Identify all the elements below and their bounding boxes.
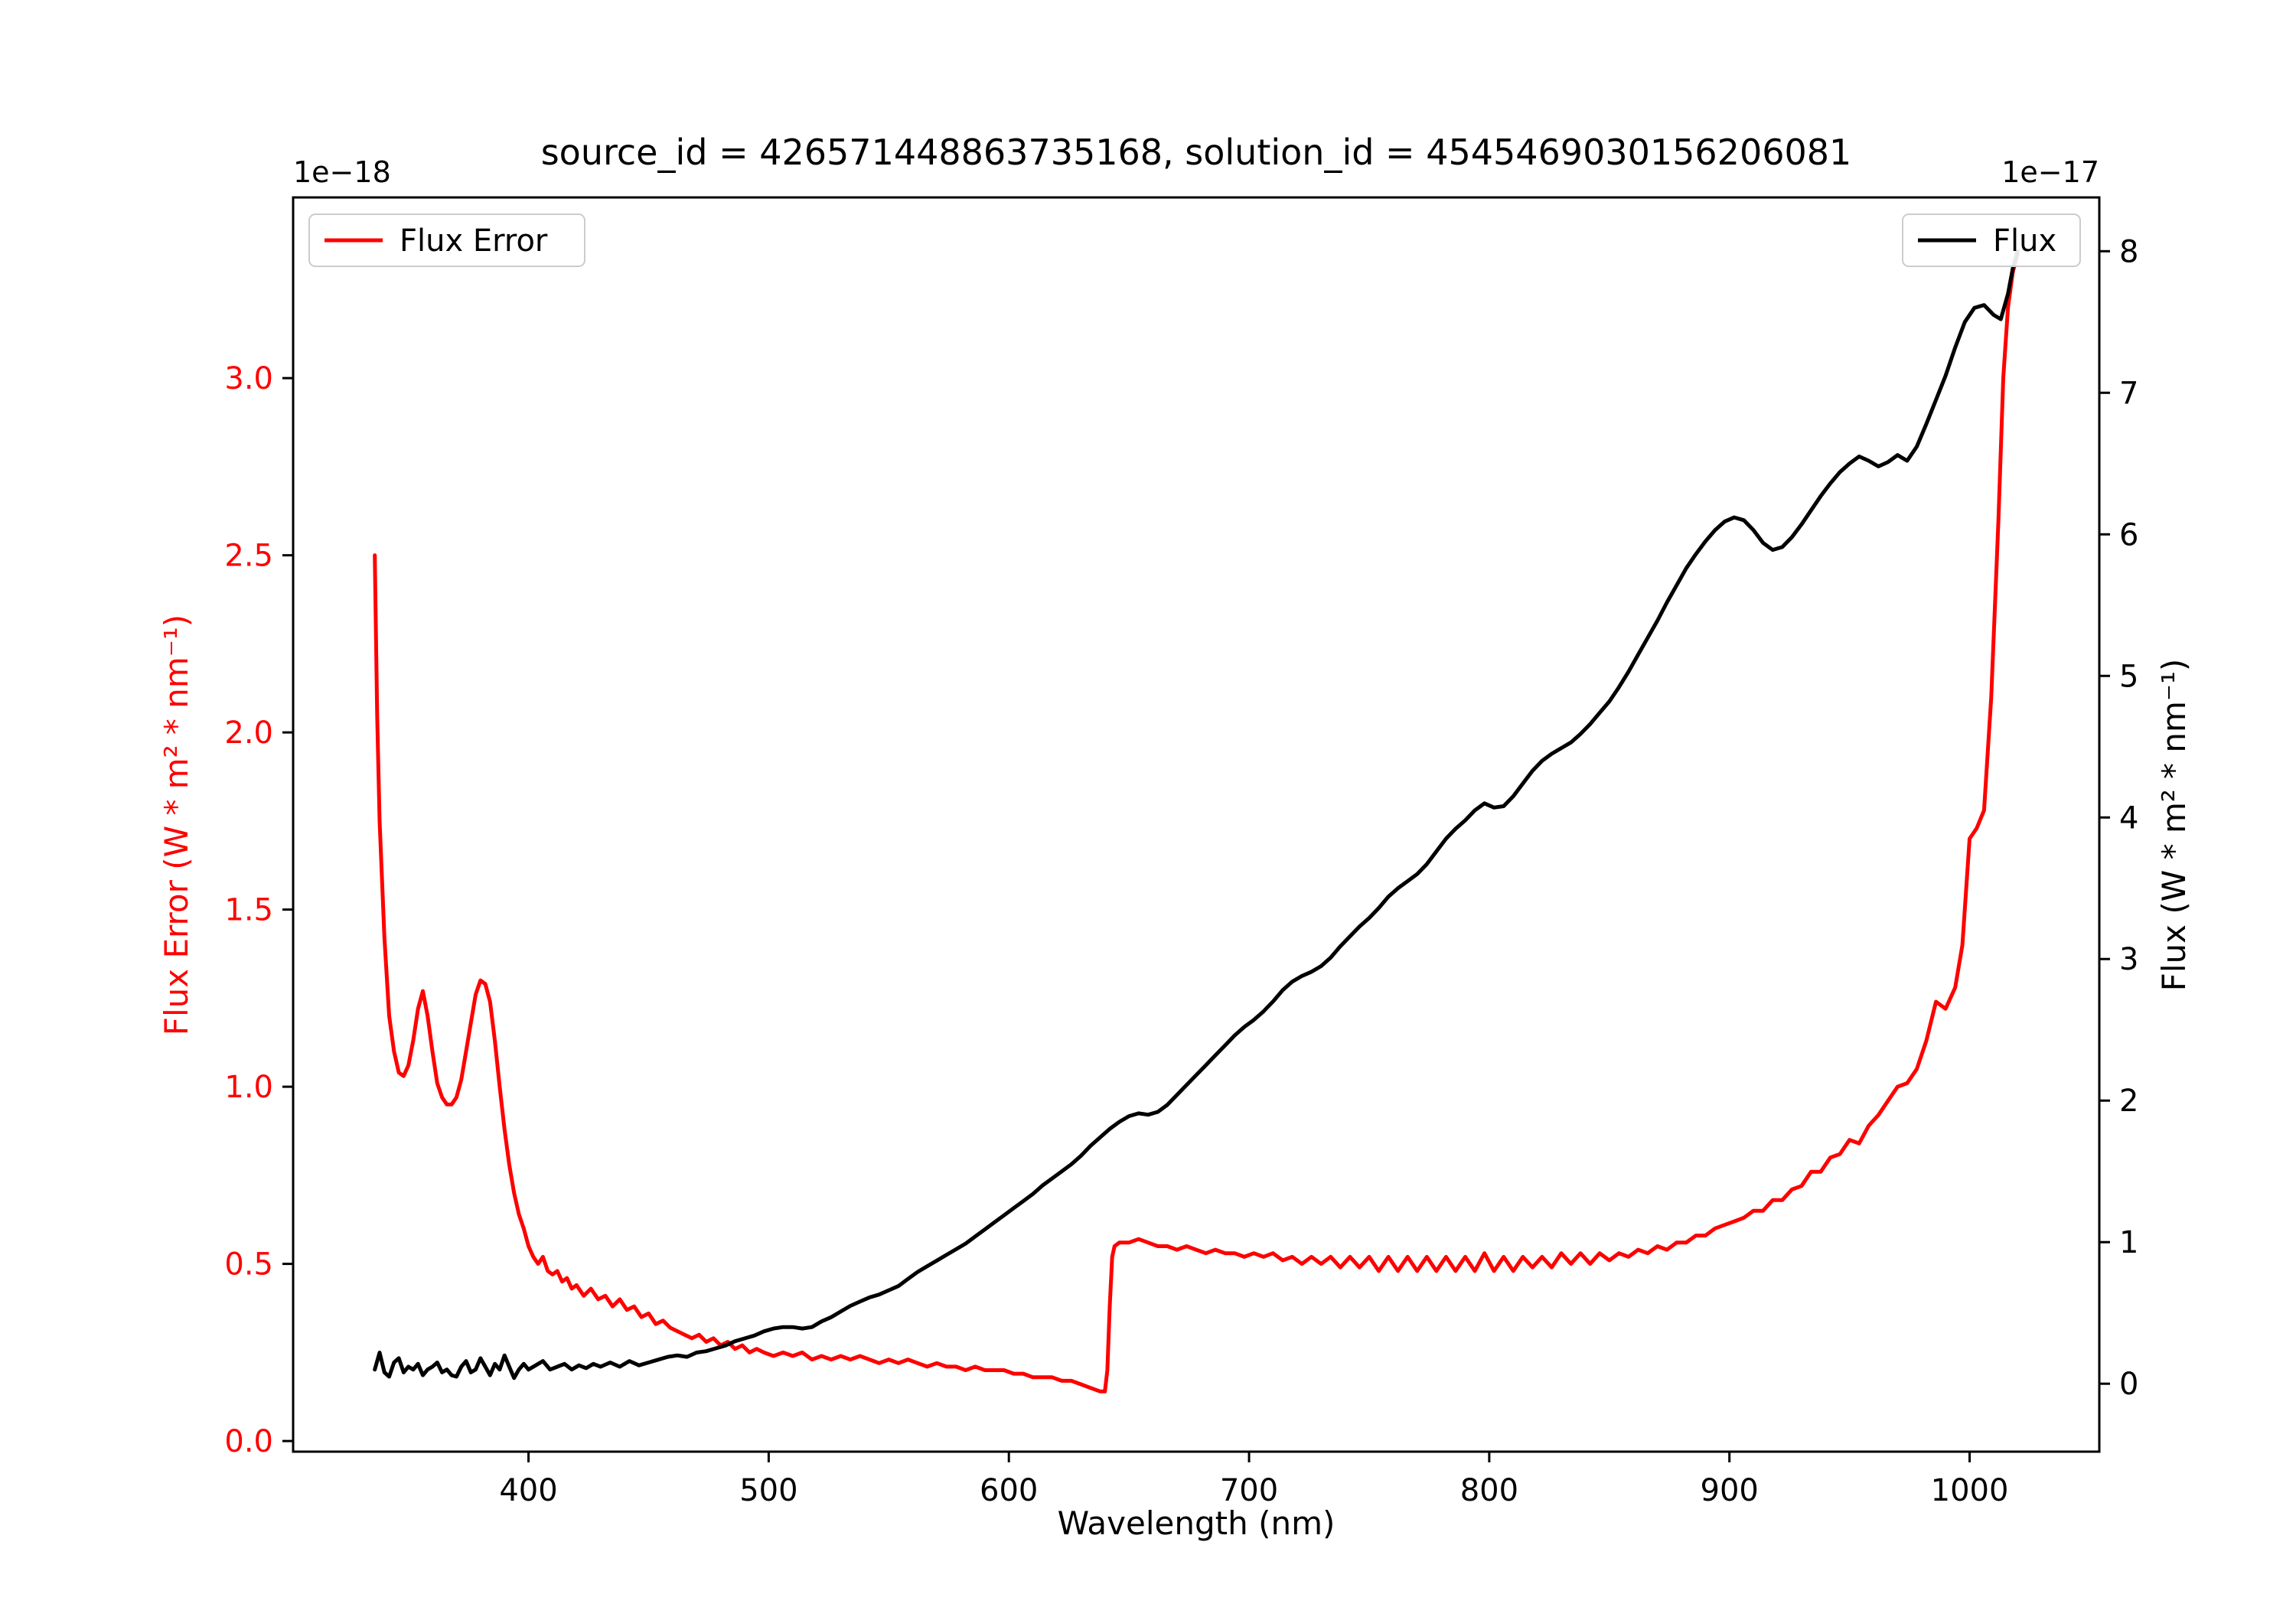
x-tick-label: 800 xyxy=(1460,1473,1518,1508)
left-y-tick-label: 1.0 xyxy=(224,1070,273,1105)
series-line-flux xyxy=(373,249,2020,1380)
right-y-tick-label: 5 xyxy=(2119,659,2138,694)
x-tick-label: 500 xyxy=(739,1473,797,1508)
right-y-tick-label: 8 xyxy=(2119,234,2138,269)
right-offset-label: 1e−17 xyxy=(2001,155,2099,189)
x-tick-label: 700 xyxy=(1220,1473,1278,1508)
left-y-tick-label: 2.0 xyxy=(224,715,273,751)
left-y-tick-label: 0.5 xyxy=(224,1247,273,1283)
left-y-tick-label: 0.0 xyxy=(224,1424,273,1459)
left-offset-label: 1e−18 xyxy=(293,155,391,189)
right-y-axis-label: Flux (W * m² * nm⁻¹) xyxy=(2155,659,2193,992)
legend-flux-error-box xyxy=(308,214,585,267)
axes-spine xyxy=(292,196,2101,1453)
x-tick-label: 400 xyxy=(499,1473,557,1508)
right-y-tick-label: 6 xyxy=(2119,517,2138,553)
right-y-tick-label: 2 xyxy=(2119,1084,2138,1119)
right-y-tick-label: 0 xyxy=(2119,1367,2138,1402)
left-y-tick-label: 1.5 xyxy=(224,893,273,928)
right-y-tick-label: 3 xyxy=(2119,942,2138,977)
right-y-tick-label: 7 xyxy=(2119,376,2138,411)
left-y-axis-label: Flux Error (W * m² * nm⁻¹) xyxy=(158,614,195,1035)
chart-title: source_id = 426571448863735168, solution… xyxy=(541,132,1852,173)
x-tick-label: 600 xyxy=(980,1473,1038,1508)
legend-flux-error-label: Flux Error xyxy=(400,223,548,259)
legend-flux-label: Flux xyxy=(1993,223,2056,259)
plot-area xyxy=(293,197,2099,1452)
legend-flux-error: Flux Error xyxy=(308,214,585,267)
x-tick-label: 1000 xyxy=(1931,1473,2009,1508)
x-axis-label: Wavelength (nm) xyxy=(1058,1504,1336,1542)
series-line-flux-error xyxy=(373,252,2020,1393)
right-y-tick-label: 4 xyxy=(2119,800,2138,836)
x-tick-label: 900 xyxy=(1701,1473,1759,1508)
left-y-tick-label: 2.5 xyxy=(224,539,273,574)
legend-flux: Flux xyxy=(1902,214,2081,267)
plot-dynamic-layer: 400 500 600 700 800 900 1000 0.0 0.5 1.0 1.5 2.0 2.5… xyxy=(224,234,2138,1508)
legend-flux-box xyxy=(1902,214,2081,267)
right-y-tick-label: 1 xyxy=(2119,1225,2138,1260)
left-y-tick-label: 3.0 xyxy=(224,361,273,396)
